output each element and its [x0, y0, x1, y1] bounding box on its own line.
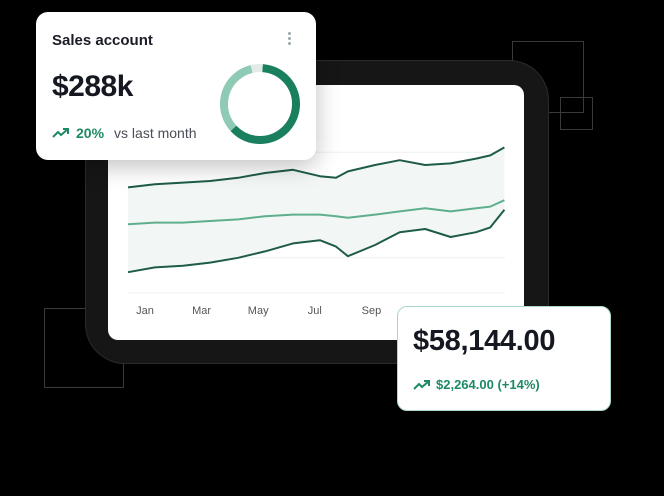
donut-segment-2 [220, 64, 300, 144]
sales-account-card: Sales account $288k 20% vs last month [36, 12, 316, 160]
decor-square [560, 97, 593, 130]
card-title: Sales account [52, 32, 153, 49]
line-chart: Jan Mar May Jul Sep [127, 146, 506, 317]
x-tick-label: Jul [308, 305, 322, 317]
total-value: $58,144.00 [413, 325, 556, 357]
total-change: $2,264.00 (+14%) [436, 377, 540, 392]
trending-up-icon [413, 379, 430, 390]
x-tick-label: Mar [192, 305, 211, 317]
total-card: $58,144.00 $2,264.00 (+14%) [397, 306, 611, 411]
donut-segment-3 [220, 64, 300, 144]
series-line-1 [127, 146, 505, 189]
series-line-3 [127, 209, 506, 274]
kebab-vertical-icon[interactable] [284, 30, 294, 50]
chart-panel: Jan Mar May Jul Sep [108, 85, 524, 340]
band-fill [128, 147, 505, 273]
x-tick-label: Sep [362, 305, 382, 317]
x-tick-label: Jan [136, 305, 154, 317]
change-percent: 20% [76, 125, 105, 141]
donut-chart [220, 64, 300, 144]
trending-up-icon [52, 128, 69, 138]
sales-value: $288k [52, 70, 133, 103]
x-tick-label: May [248, 305, 269, 317]
series-line-2 [127, 199, 505, 226]
change-label: vs last month [114, 125, 197, 141]
